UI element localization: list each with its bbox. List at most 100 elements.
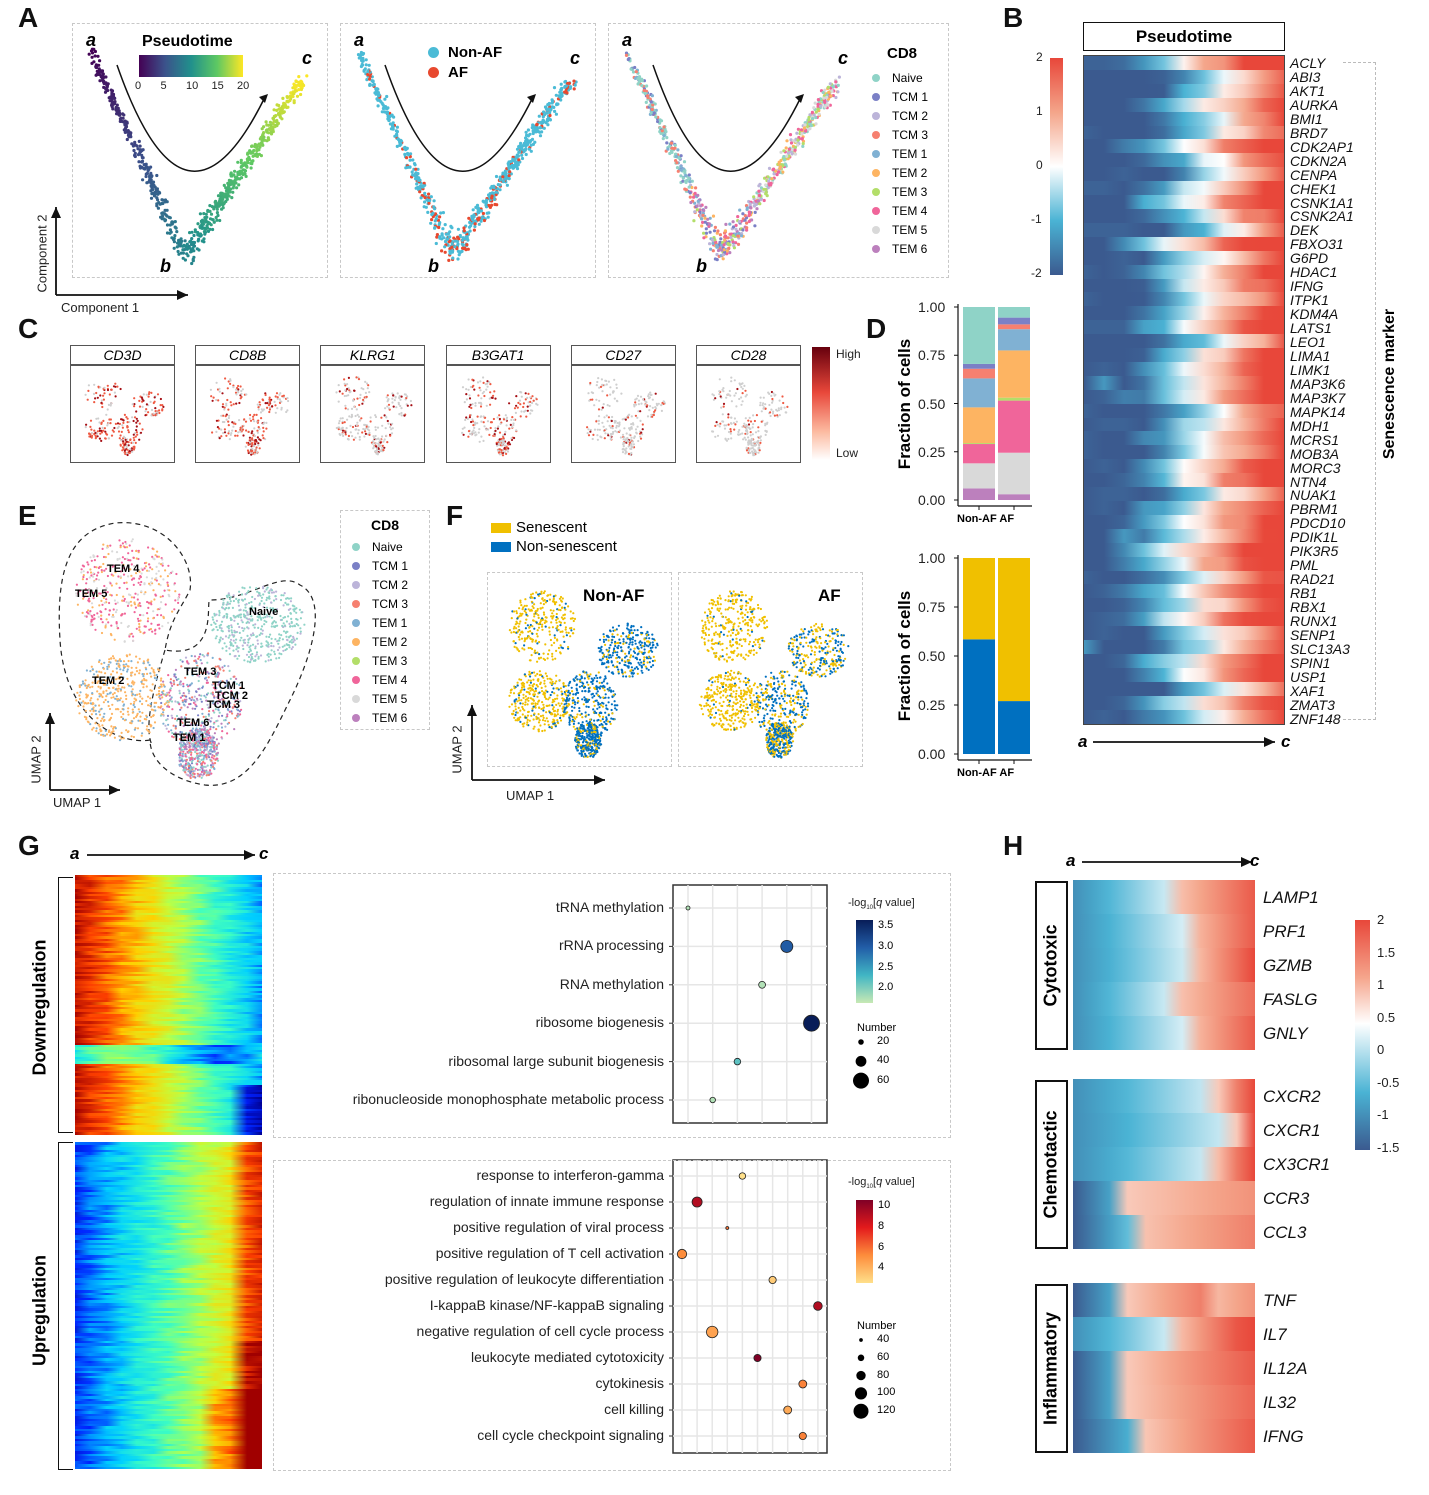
trajectory-cell-point	[526, 128, 531, 132]
umap-cell-point	[98, 604, 101, 607]
umap-cell-point	[242, 629, 245, 632]
umap-cell-point	[151, 683, 154, 686]
umap-cell-point	[279, 598, 283, 602]
umap-cell-point	[87, 702, 90, 705]
trajectory-cell-point	[434, 241, 438, 246]
umap-cell-point	[174, 590, 177, 593]
umap-cell-point	[119, 668, 122, 671]
umap-cell-point	[131, 708, 134, 711]
umap-cell-point	[103, 712, 106, 715]
umap-cell-point	[247, 650, 250, 654]
trajectory-cell-point	[237, 183, 241, 187]
umap-cell-point	[122, 669, 125, 672]
trajectory-cell-point	[282, 105, 286, 109]
umap-cell-point	[127, 575, 130, 578]
umap-cell-point	[115, 551, 119, 554]
umap-cell-point	[220, 726, 224, 729]
trajectory-cell-point	[238, 169, 242, 173]
trajectory-cell-point	[99, 69, 103, 73]
umap-cell-point	[210, 717, 213, 720]
umap-cell-point	[199, 748, 202, 752]
trajectory-cell-point	[105, 83, 109, 88]
umap-cell-point	[217, 715, 220, 718]
umap-cell-point	[147, 661, 150, 664]
trajectory-cell-point	[278, 113, 282, 117]
umap-cell-point	[298, 608, 301, 611]
umap-cell-point	[293, 639, 296, 642]
trajectory-cell-point	[245, 165, 249, 169]
trajectory-cell-point	[275, 123, 279, 127]
trajectory-cell-point	[207, 221, 212, 225]
trajectory-cell-point	[163, 208, 167, 212]
trajectory-cell-point	[269, 123, 273, 127]
umap-cell-point	[111, 655, 115, 658]
umap-cell-point	[232, 644, 235, 648]
trajectory-cell-point	[214, 215, 218, 220]
trajectory-cell-point	[201, 222, 205, 226]
trajectory-cell-point	[118, 117, 122, 121]
trajectory-cell-point	[104, 87, 108, 91]
trajectory-cell-point	[140, 149, 144, 153]
umap-cell-point	[236, 712, 239, 715]
trajectory-cell-point	[465, 243, 469, 247]
trajectory-cell-point	[249, 151, 253, 155]
umap-cell-point	[186, 706, 189, 709]
umap-cell-point	[213, 612, 216, 616]
umap-cell-point	[195, 661, 198, 665]
trajectory-cell-point	[215, 204, 219, 208]
trajectory-cell-point	[98, 79, 102, 83]
trajectory-cell-point	[435, 233, 439, 237]
trajectory-cell-point	[264, 120, 268, 124]
d-bar-segment-tem-5	[963, 463, 995, 489]
trajectory-cell-point	[121, 116, 125, 120]
umap-cell-point	[235, 597, 238, 601]
trajectory-cell-point	[204, 212, 208, 216]
trajectory-cell-point	[155, 196, 159, 200]
trajectory-cell-point	[122, 113, 126, 117]
umap-cell-point	[163, 589, 166, 592]
umap-cell-point	[106, 667, 109, 671]
trajectory-cell-point	[272, 108, 276, 112]
umap-cell-point	[125, 542, 128, 545]
umap-cell-point	[272, 591, 275, 594]
trajectory-cell-point	[95, 69, 99, 73]
trajectory-cell-point	[231, 186, 235, 190]
trajectory-cell-point	[110, 105, 114, 109]
d-bar-segment-tem-6	[998, 494, 1030, 500]
trajectory-cell-point	[418, 190, 422, 194]
trajectory-cell-point	[191, 259, 195, 263]
umap-cell-point	[209, 752, 212, 755]
trajectory-cell-point	[455, 239, 459, 243]
umap-cell-point	[151, 568, 154, 571]
umap-cell-point	[111, 703, 114, 706]
arrowhead-icon	[109, 785, 120, 795]
umap-cell-point	[226, 713, 229, 716]
umap-cell-point	[89, 723, 92, 726]
trajectory-cell-point	[123, 122, 127, 126]
trajectory-cell-point	[149, 184, 153, 188]
trajectory-cell-point	[93, 54, 97, 58]
umap-cell-point	[114, 602, 117, 605]
umap-cell-point	[275, 657, 278, 660]
umap-cell-point	[95, 727, 98, 730]
umap-cell-point	[155, 673, 158, 677]
umap-cell-point	[269, 633, 272, 636]
trajectory-cell-point	[183, 239, 187, 243]
trajectory-cell-point	[229, 180, 233, 184]
umap-cell-point	[141, 702, 144, 706]
umap-cell-point	[270, 642, 273, 645]
trajectory-cell-point	[221, 195, 225, 199]
umap-cell-point	[101, 621, 104, 624]
trajectory-cell-point	[271, 127, 275, 131]
trajectory-cell-point	[299, 87, 303, 92]
trajectory-cell-point	[144, 172, 148, 176]
umap-cell-point	[139, 715, 142, 718]
umap-cell-point	[180, 757, 183, 760]
umap-cell-point	[251, 643, 255, 646]
umap-cell-point	[128, 653, 131, 656]
umap-cell-point	[105, 689, 108, 692]
trajectory-cell-point	[286, 100, 290, 104]
trajectory-cell-point	[268, 128, 272, 132]
umap-cell-point	[119, 710, 122, 713]
umap-cell-point	[133, 700, 136, 703]
